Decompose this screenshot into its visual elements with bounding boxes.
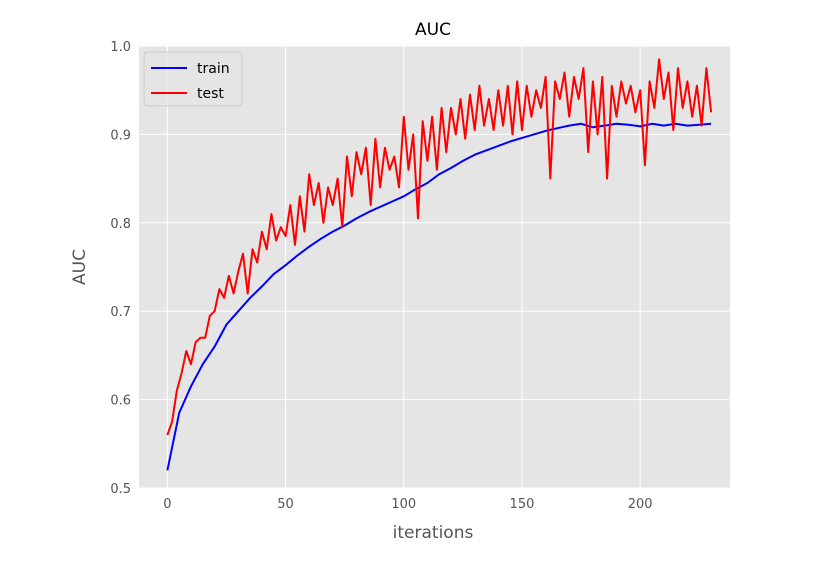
x-tick-label: 0 bbox=[163, 497, 171, 512]
series-layer bbox=[166, 58, 713, 471]
y-tick-label: 1.0 bbox=[110, 40, 131, 55]
y-tick-label: 0.7 bbox=[110, 305, 131, 320]
tick-labels: 0 50 100 150 200 0.5 0.6 0.7 0.8 0.9 1.0 bbox=[110, 40, 652, 512]
series-line-test bbox=[166, 58, 713, 436]
y-tick-label: 0.6 bbox=[110, 394, 131, 409]
y-axis-label: AUC bbox=[70, 249, 90, 285]
x-tick-label: 150 bbox=[510, 497, 535, 512]
series-line-train bbox=[166, 122, 712, 471]
chart-title: AUC bbox=[415, 20, 451, 40]
x-tick-label: 100 bbox=[391, 497, 416, 512]
x-tick-label: 50 bbox=[277, 497, 294, 512]
legend-label-train: train bbox=[197, 61, 230, 77]
x-tick-label: 200 bbox=[628, 497, 653, 512]
legend-label-test: test bbox=[197, 86, 224, 102]
plot-area bbox=[139, 46, 730, 488]
y-tick-label: 0.5 bbox=[110, 482, 131, 497]
y-tick-label: 0.8 bbox=[110, 217, 131, 232]
x-axis-label: iterations bbox=[393, 523, 474, 543]
y-tick-label: 0.9 bbox=[110, 128, 131, 143]
legend: train test bbox=[143, 51, 243, 107]
